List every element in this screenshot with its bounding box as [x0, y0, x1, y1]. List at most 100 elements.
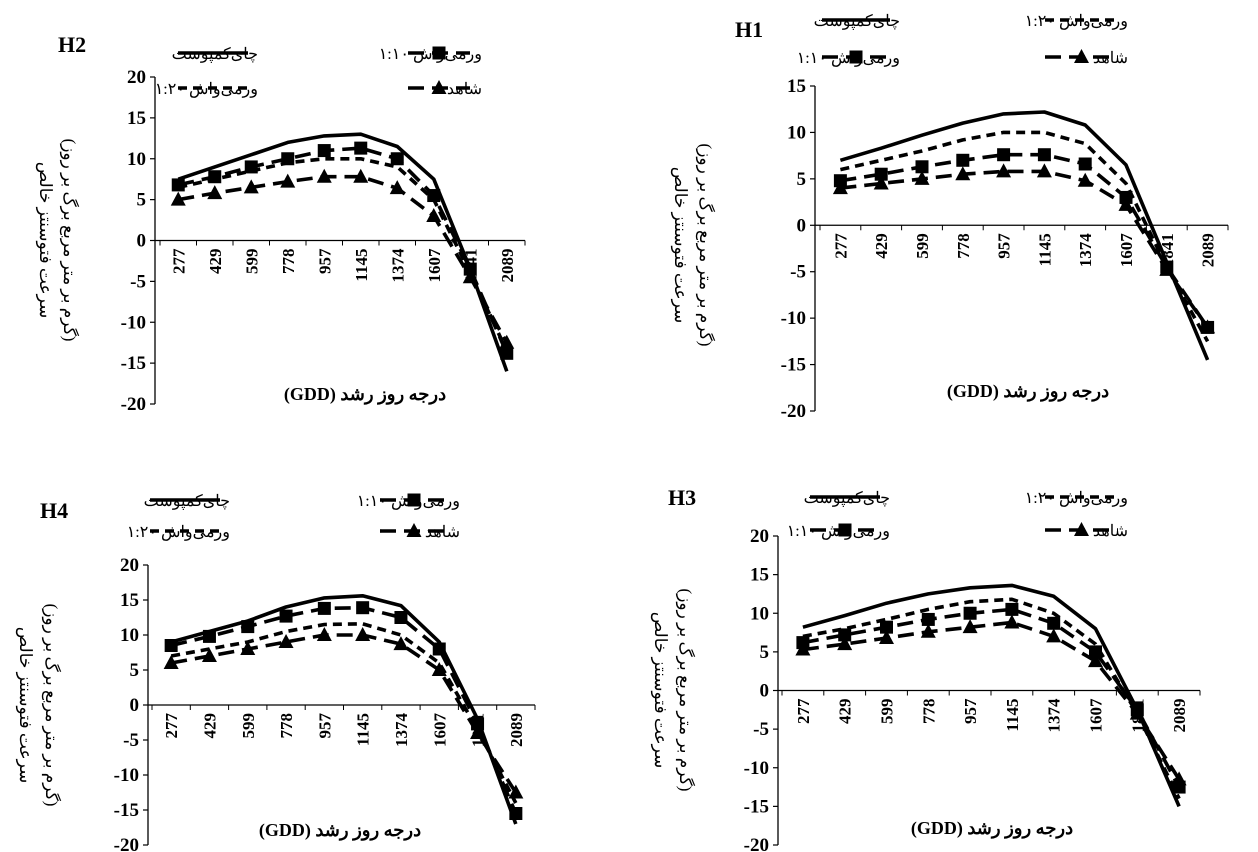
- square-marker: [1037, 148, 1051, 162]
- triangle-marker: [462, 269, 478, 284]
- y-tick-label: 0: [760, 681, 770, 702]
- legend-label: ورمی‌واش ۱:۱۰: [787, 523, 890, 540]
- triangle-marker: [201, 648, 217, 662]
- square-marker: [997, 148, 1011, 162]
- series-line: [177, 157, 509, 352]
- x-tick-label: 2089: [507, 713, 526, 747]
- y-tick-label: 0: [130, 695, 140, 716]
- legend-label: چای‌کمپوست: [804, 490, 890, 507]
- x-tick-label: 778: [279, 249, 298, 275]
- legend-label: شاهد: [1093, 50, 1128, 67]
- x-tick-label: 429: [206, 249, 225, 275]
- square-marker: [849, 50, 863, 64]
- legend-label: ورمی‌واش ۱:۲۰: [155, 81, 258, 98]
- legend: چای‌کمپوست ورمی‌واش ۱:۲۰ ورمی‌واش ۱:۱۰ شاهد: [787, 490, 1128, 540]
- square-marker: [838, 628, 852, 642]
- legend-item: چای‌کمپوست: [144, 493, 230, 510]
- y-tick-label: -10: [114, 765, 139, 786]
- x-tick-label: 1607: [1087, 698, 1106, 733]
- legend-item: شاهد: [1045, 522, 1128, 540]
- legend-item: ورمی‌واش ۱:۱۰: [357, 493, 460, 510]
- square-marker: [921, 612, 935, 626]
- y-axis-unit: (گرم بر متر مربع برگ بر روز): [675, 589, 696, 792]
- y-tick-label: -15: [121, 353, 146, 374]
- y-axis-unit: (گرم بر متر مربع برگ بر روز): [41, 604, 62, 807]
- triangle-marker: [1118, 196, 1134, 211]
- triangle-marker: [316, 627, 332, 641]
- triangle-marker: [1036, 163, 1052, 178]
- legend: چای‌کمپوست ورمی‌واش ۱:۱۰ ورمی‌واش ۱:۲۰ شاهد: [155, 46, 482, 98]
- square-marker: [394, 611, 408, 624]
- legend-label: چای‌کمپوست: [172, 46, 258, 63]
- triangle-marker: [795, 641, 811, 656]
- series-path: [177, 132, 509, 372]
- y-tick-label: -5: [790, 262, 806, 283]
- triangle-marker: [1200, 319, 1216, 334]
- series-line: [839, 110, 1210, 361]
- chart-panel-h4: H4 20 15 10 5 0 -5 -10 -15 -20 277 429 599 778 957 1145…: [15, 493, 536, 852]
- y-tick-label: -10: [781, 308, 806, 329]
- y-tick-label: -5: [130, 271, 146, 292]
- series-path: [170, 605, 518, 815]
- y-tick-label: -10: [121, 312, 146, 333]
- x-tick-label: 599: [242, 249, 261, 275]
- legend-item: ورمی‌واش ۱:۱۰: [797, 50, 900, 67]
- series-path: [802, 583, 1181, 808]
- legend-label: ورمی‌واش ۱:۱۰: [357, 493, 460, 510]
- triangle-marker: [355, 627, 371, 641]
- triangle-marker: [170, 191, 186, 206]
- x-tick-label: 1374: [1076, 233, 1095, 267]
- triangle-marker: [393, 636, 409, 651]
- x-tick-label: 1145: [352, 249, 371, 282]
- square-marker: [1005, 602, 1019, 616]
- legend-item: شاهد: [1045, 49, 1128, 67]
- chart-panel-h1: H1 15 10 5 0 -5 -10 -15 -20 277 429 599 778 957 1145 13…: [670, 13, 1229, 422]
- y-tick-label: -15: [114, 800, 139, 821]
- triangle-marker: [426, 207, 442, 222]
- triangle-marker: [996, 163, 1012, 178]
- triangle-marker: [207, 185, 223, 200]
- triangle-marker: [508, 784, 524, 799]
- series-path: [177, 146, 509, 355]
- legend-item: ورمی‌واش ۱:۲۰: [1025, 490, 1128, 507]
- series-path: [170, 593, 518, 825]
- square-marker: [956, 153, 970, 167]
- y-tick-label: -15: [744, 796, 769, 817]
- triangle-marker: [406, 523, 422, 537]
- triangle-marker: [1074, 522, 1089, 536]
- x-tick-label: 1145: [1035, 233, 1054, 266]
- triangle-marker: [278, 634, 294, 648]
- y-tick-label: 5: [137, 190, 147, 211]
- x-tick-label: 2089: [498, 249, 517, 283]
- square-marker: [354, 141, 368, 155]
- triangle-marker: [1171, 771, 1187, 786]
- y-tick-label: 20: [120, 555, 139, 576]
- y-tick-label: 10: [127, 149, 146, 170]
- x-tick-label: 957: [315, 248, 334, 274]
- legend-item: ورمی‌واش ۱:۲۰: [155, 81, 258, 98]
- chart-panel-h3: H3 20 15 10 5 0 -5 -10 -15 -20 277 429 599 778 957 1145…: [650, 485, 1201, 852]
- legend-item: ورمی‌واش ۱:۲۰: [1025, 13, 1128, 30]
- x-tick-label: 1374: [392, 713, 411, 748]
- x-tick-label: 778: [954, 233, 973, 258]
- square-marker: [390, 152, 404, 166]
- legend-label: شاهد: [447, 81, 482, 98]
- triangle-marker: [280, 173, 296, 188]
- legend-label: شاهد: [425, 524, 460, 541]
- square-marker: [880, 620, 893, 634]
- y-axis-title: سرعت فتوسنتز خالص: [670, 167, 690, 324]
- y-tick-label: -5: [123, 730, 139, 751]
- x-axis-title: درجه روز رشد (GDD): [947, 381, 1109, 402]
- x-tick-label: 1374: [388, 248, 407, 283]
- x-axis-title: درجه روز رشد (GDD): [259, 820, 421, 841]
- square-marker: [241, 620, 255, 634]
- y-axis-unit: (گرم بر متر مربع برگ بر روز): [59, 139, 80, 342]
- y-tick-label: 0: [137, 231, 147, 252]
- x-tick-label: 2089: [1170, 699, 1189, 733]
- x-tick-label: 277: [169, 248, 188, 274]
- triangle-marker: [879, 629, 894, 644]
- y-tick-label: -15: [781, 355, 806, 376]
- x-tick-label: 1145: [1003, 699, 1022, 732]
- y-tick-label: 5: [760, 642, 770, 663]
- x-tick-label: 599: [913, 233, 932, 258]
